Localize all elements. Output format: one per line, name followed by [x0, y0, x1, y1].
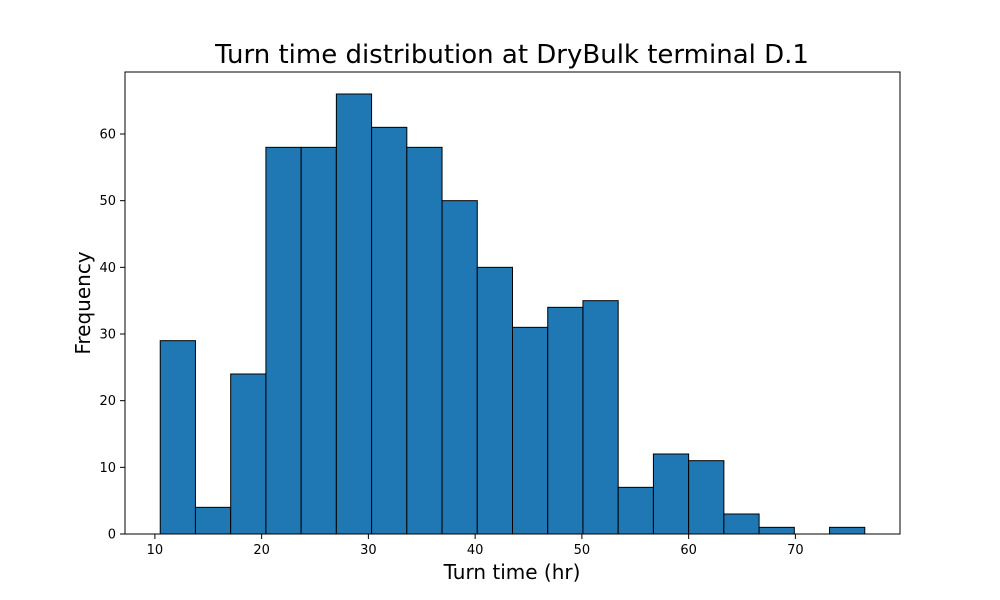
y-axis-ticks: 0 10 20 30 40 50 60	[99, 128, 125, 543]
y-tick-label: 60	[99, 128, 116, 143]
x-tick-label: 20	[253, 543, 270, 558]
histogram-bar	[547, 306, 584, 535]
histogram-bar	[829, 526, 866, 535]
x-tick-label: 70	[787, 543, 804, 558]
histogram-bar	[617, 486, 654, 535]
histogram-bar	[230, 373, 267, 535]
y-tick-label: 20	[99, 394, 116, 409]
y-tick-label: 40	[99, 261, 116, 276]
histogram-bar	[406, 146, 443, 535]
histogram-bar	[582, 300, 619, 535]
x-tick-label: 30	[360, 543, 377, 558]
x-axis-label: Turn time (hr)	[443, 560, 581, 584]
histogram-bar	[758, 526, 795, 535]
histogram-bar	[194, 506, 232, 535]
y-tick-label: 10	[99, 461, 116, 476]
chart-title: Turn time distribution at DryBulk termin…	[214, 40, 809, 70]
histogram-bar	[512, 326, 549, 535]
y-tick-label: 30	[99, 328, 116, 343]
histogram-bar	[441, 200, 478, 535]
histogram-bar	[265, 146, 302, 535]
histogram-bar	[300, 146, 337, 535]
histogram-bar	[688, 460, 725, 535]
plot-frame	[124, 71, 901, 535]
histogram-bar	[723, 513, 760, 535]
x-tick-label: 40	[467, 543, 484, 558]
histogram-bar	[652, 453, 690, 535]
x-tick-label: 50	[574, 543, 591, 558]
bars-group	[159, 93, 866, 535]
histogram-bar	[159, 340, 196, 535]
y-tick-label: 0	[108, 528, 116, 543]
histogram-bar	[476, 266, 514, 535]
x-tick-label: 10	[147, 543, 164, 558]
histogram-bar	[371, 126, 408, 535]
y-tick-label: 50	[99, 194, 116, 209]
y-axis-label: Frequency	[71, 251, 95, 354]
x-tick-label: 60	[680, 543, 697, 558]
histogram-bar	[335, 93, 373, 535]
x-axis-ticks: 10 20 30 40 50 60 70	[147, 534, 804, 558]
